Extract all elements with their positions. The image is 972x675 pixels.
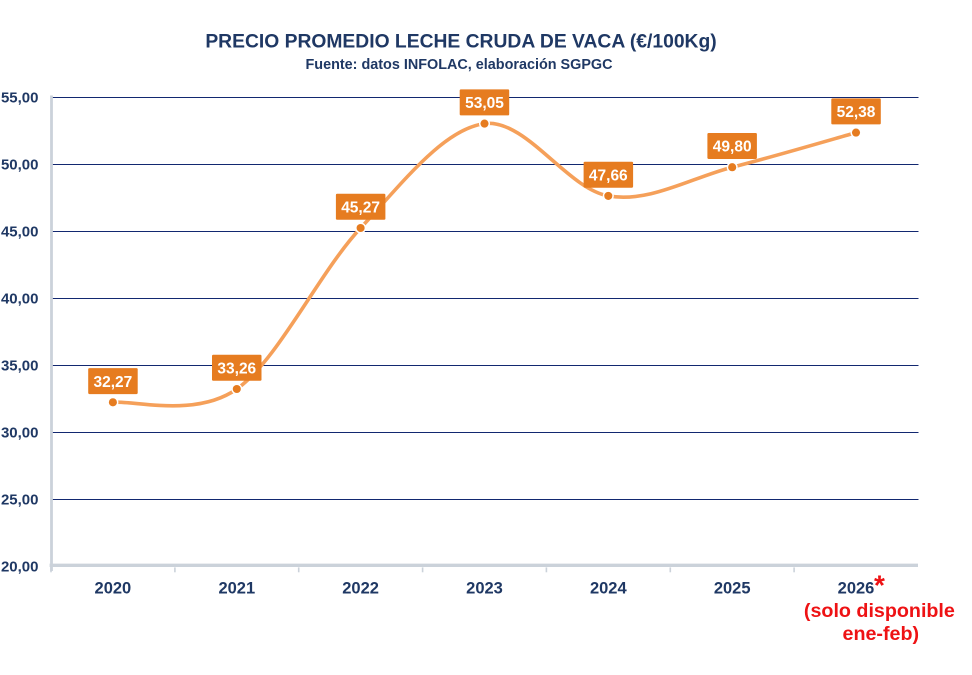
svg-text:2025: 2025 [714,580,751,598]
svg-text:45,27: 45,27 [341,200,380,217]
svg-text:25,00: 25,00 [1,491,39,508]
svg-text:53,05: 53,05 [465,95,504,112]
svg-text:50,00: 50,00 [1,156,39,173]
svg-text:20,00: 20,00 [1,558,39,575]
svg-text:2021: 2021 [218,580,255,598]
svg-text:2023: 2023 [466,580,503,598]
svg-text:32,27: 32,27 [94,374,133,391]
svg-text:52,38: 52,38 [837,104,876,121]
svg-text:2024: 2024 [590,580,628,598]
svg-text:Fuente: datos INFOLAC, elabora: Fuente: datos INFOLAC, elaboración SGPGC [305,57,612,73]
svg-text:2020: 2020 [95,580,132,598]
svg-text:55,00: 55,00 [1,89,39,106]
svg-text:*: * [874,570,885,601]
svg-text:ene-feb): ene-feb) [843,623,920,645]
svg-text:30,00: 30,00 [1,424,39,441]
svg-text:2026: 2026 [838,580,875,598]
svg-text:(solo disponible: (solo disponible [804,600,955,622]
svg-text:35,00: 35,00 [1,357,39,374]
svg-text:47,66: 47,66 [589,167,628,184]
svg-text:40,00: 40,00 [1,290,39,307]
svg-text:45,00: 45,00 [1,223,39,240]
svg-text:49,80: 49,80 [713,139,752,156]
svg-text:PRECIO PROMEDIO LECHE CRUDA DE: PRECIO PROMEDIO LECHE CRUDA DE VACA (€/1… [205,32,716,53]
svg-text:2022: 2022 [342,580,379,598]
svg-text:33,26: 33,26 [217,361,256,378]
